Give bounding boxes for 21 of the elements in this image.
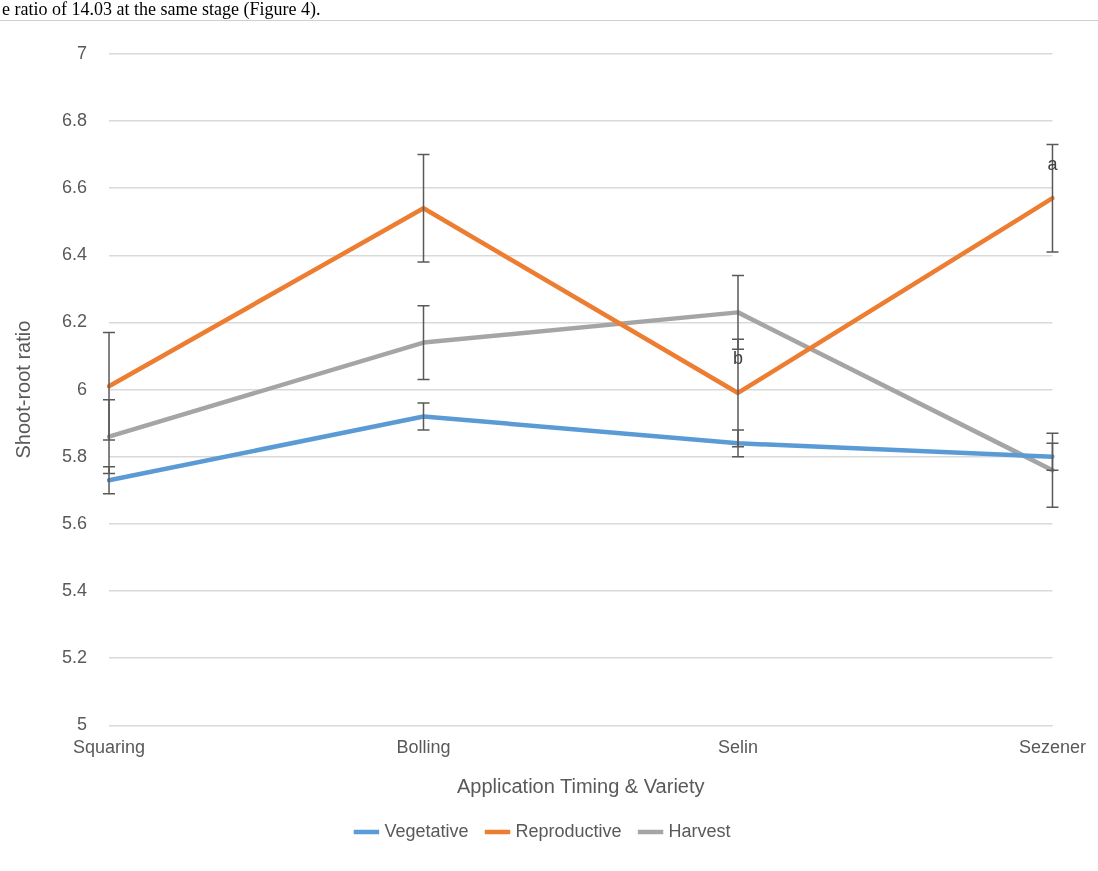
y-tick-label: 5 (77, 714, 88, 735)
y-tick-label: 5.4 (61, 580, 88, 601)
y-tick-label: 5.6 (61, 512, 88, 533)
y-tick-label: 5.2 (61, 647, 88, 668)
y-tick-label: 7 (77, 42, 88, 63)
legend-label: Vegetative (384, 820, 469, 841)
legend-label: Harvest (668, 820, 731, 841)
x-tick-label: Bolling (396, 737, 451, 758)
y-tick-label: 6.8 (61, 109, 88, 130)
text: e ratio of 14.03 at the same stage (Figure 4). (0, 0, 1098, 21)
x-axis-title: Application Timing & Variety (456, 774, 705, 797)
legend-label: Reproductive (515, 820, 622, 841)
x-tick-label: Selin (717, 737, 759, 758)
y-tick-label: 6.4 (61, 244, 88, 265)
y-axis-title: Shoot-root ratio (11, 320, 34, 459)
x-tick-label: Sezener (1018, 737, 1086, 758)
y-tick-label: 5.8 (61, 445, 88, 466)
y-tick-label: 6.2 (61, 311, 88, 332)
y-tick-label: 6 (77, 378, 88, 399)
x-tick-label: Squaring (72, 737, 146, 758)
y-tick-label: 6.6 (61, 177, 88, 198)
